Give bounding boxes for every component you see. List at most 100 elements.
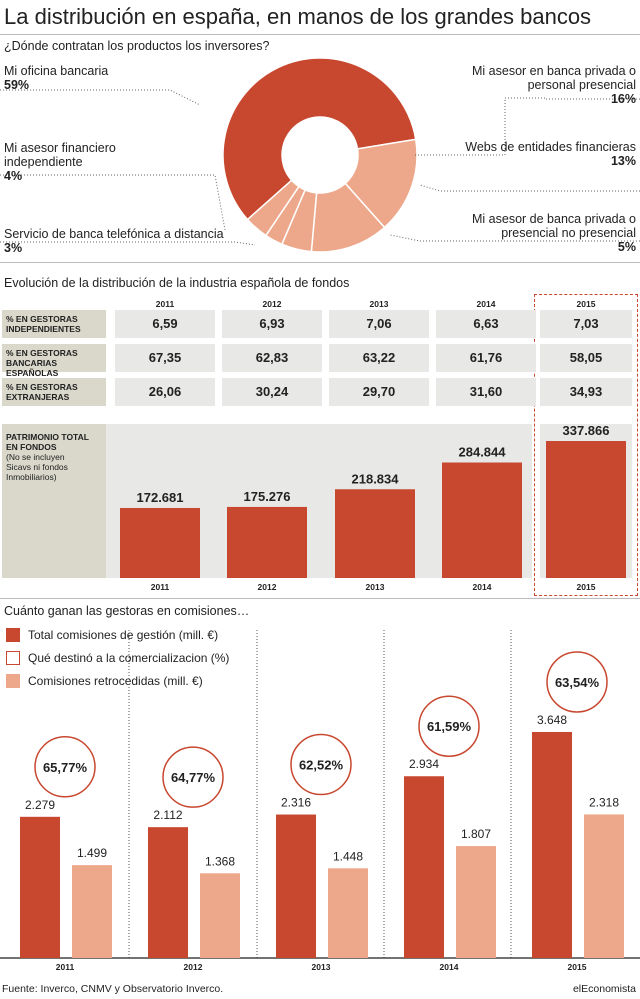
source-note: Fuente: Inverco, CNMV y Observatorio Inv… [2, 983, 224, 995]
label-asesor-fin-2: independiente [4, 155, 83, 169]
bar-total [20, 816, 60, 958]
year-label: 2015 [568, 962, 587, 972]
patrimonio-value-label: 175.276 [244, 489, 291, 504]
patrimonio-year-label: 2012 [258, 582, 277, 592]
label-oficina: Mi oficina bancaria [4, 64, 109, 78]
bar-total [276, 814, 316, 958]
patrimonio-year-label: 2011 [151, 582, 170, 592]
patrimonio-value-label: 218.834 [352, 471, 400, 486]
legend-swatch-pct [6, 651, 20, 665]
patrimonio-line: Sicavs ni fondos [6, 462, 68, 472]
legend-total: Total comisiones de gestión (mill. €) [28, 628, 219, 642]
bar-retro-label: 1.368 [205, 854, 235, 868]
table-cell: 29,70 [329, 378, 429, 406]
percent-circle [418, 695, 480, 757]
row-label-line: % EN GESTORAS [6, 348, 78, 358]
leader-lines [0, 89, 640, 246]
year-header: 2013 [369, 299, 389, 309]
donut-slice [222, 57, 417, 221]
percent-label: 62,52% [299, 758, 344, 773]
divider [0, 34, 640, 35]
table-cell: 58,05 [540, 344, 632, 372]
label-noprese-2: presencial no presencial [501, 226, 636, 240]
patrimonio-year-label: 2013 [366, 582, 385, 592]
commissions-title: Cuánto ganan las gestoras en comisiones… [4, 604, 250, 618]
bar-retro-label: 2.318 [589, 795, 619, 809]
year-header: 2012 [262, 299, 282, 309]
divider [0, 598, 640, 599]
bar-retro-label: 1.499 [77, 846, 107, 860]
table-cell: 6,59 [115, 310, 215, 338]
row-label-line: % EN GESTORAS [6, 382, 78, 392]
table-cell: 63,22 [329, 344, 429, 372]
patrimonio-year-label: 2014 [473, 582, 492, 592]
row-label: % EN GESTORAS BANCARIAS ESPAÑOLAS [2, 344, 106, 378]
bar-total [532, 732, 572, 958]
percent-circle [290, 733, 352, 796]
table-cell: 7,06 [329, 310, 429, 338]
row-label-line: EXTRANJERAS [6, 392, 70, 402]
table-cell: 67,35 [115, 344, 215, 372]
row-label: % EN GESTORAS INDEPENDIENTES [2, 310, 106, 338]
patrimonio-bar [227, 506, 307, 578]
bar-total-label: 2.316 [281, 796, 311, 810]
value-telefonica: 3% [4, 241, 23, 255]
table-cell: 6,93 [222, 310, 322, 338]
table-title: Evolución de la distribución de la indus… [4, 276, 350, 290]
page-title: La distribución en españa, en manos de l… [4, 4, 592, 29]
value-asesor-fin: 4% [4, 169, 23, 183]
donut-slice [246, 179, 300, 237]
bar-retro-label: 1.448 [333, 849, 363, 863]
percent-circle [34, 736, 96, 798]
year-label: 2011 [56, 962, 75, 972]
label-asesor-fin-1: Mi asesor financiero [4, 141, 116, 155]
patrimonio-value-label: 172.681 [137, 490, 184, 505]
legend-retro: Comisiones retrocedidas (mill. €) [28, 674, 203, 688]
divider [0, 262, 640, 263]
year-header: 2011 [155, 299, 175, 309]
year-label: 2012 [184, 962, 203, 972]
table-cell: 61,76 [436, 344, 536, 372]
percent-label: 64,77% [171, 770, 216, 785]
year-label: 2014 [440, 962, 459, 972]
brand-logo: elEconomista [572, 983, 636, 995]
patrimonio-line: PATRIMONIO TOTAL [6, 432, 89, 442]
row-label: % EN GESTORAS EXTRANJERAS [2, 378, 106, 406]
label-noprese-1: Mi asesor de banca privada o [472, 212, 636, 226]
patrimonio-line: (No se incluyen [6, 452, 65, 462]
table-cell: 34,93 [540, 378, 632, 406]
legend-swatch-total [6, 628, 20, 642]
year-header: 2015 [576, 299, 596, 309]
percent-label: 65,77% [43, 760, 88, 775]
value-noprese: 5% [617, 240, 636, 254]
row-label-line: BANCARIAS ESPAÑOLAS [6, 358, 59, 378]
patrimonio-label: PATRIMONIO TOTAL EN FONDOS (No se incluy… [2, 424, 106, 578]
table-cell: 30,24 [222, 378, 322, 406]
bar-retro [328, 868, 368, 958]
bar-total [404, 776, 444, 958]
value-oficina: 59% [4, 78, 30, 92]
percent-circle [162, 746, 224, 808]
patrimonio-bar [442, 462, 522, 578]
patrimonio-value-label: 337.866 [563, 423, 610, 438]
patrimonio-chart: 172.681 2011 175.276 2012 218.834 2013 284.844… [120, 423, 626, 592]
year-header: 2014 [476, 299, 496, 309]
bar-total-label: 2.112 [153, 808, 182, 822]
patrimonio-value-label: 284.844 [459, 444, 507, 459]
highlight-2015 [534, 294, 638, 596]
label-privada-1: Mi asesor en banca privada o [472, 64, 636, 78]
table-cell: 62,83 [222, 344, 322, 372]
label-privada-2: personal presencial [527, 78, 636, 92]
bar-total-label: 2.279 [25, 798, 55, 812]
year-label: 2013 [312, 962, 331, 972]
bar-retro [584, 814, 624, 958]
bar-retro [72, 865, 112, 958]
bar-retro [456, 846, 496, 958]
bar-retro-label: 1.807 [461, 827, 491, 841]
row-label-line: INDEPENDIENTES [6, 324, 81, 334]
patrimonio-bar [335, 489, 415, 578]
patrimonio-line: EN FONDOS [6, 442, 57, 452]
value-webs: 13% [610, 154, 636, 168]
bar-retro [200, 873, 240, 958]
table-cell: 7,03 [540, 310, 632, 338]
